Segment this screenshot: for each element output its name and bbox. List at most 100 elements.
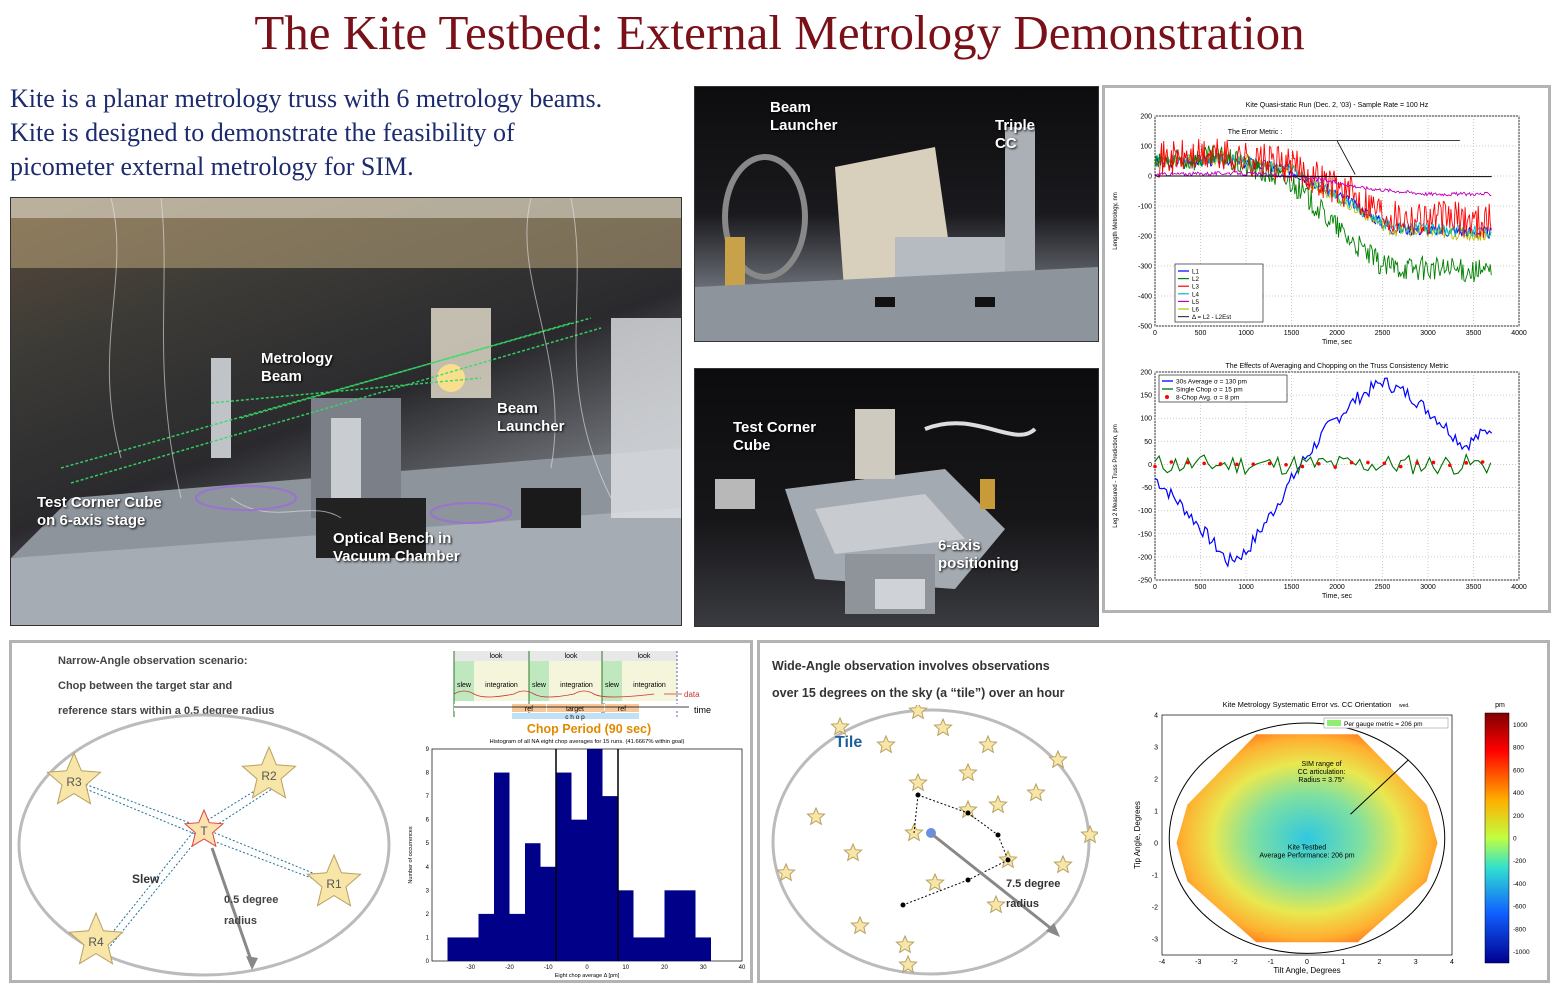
label-6-axis-positioning: 6-axis positioning [938,537,1019,572]
heatmap-region [1176,734,1438,943]
y-tick-label: 2 [1154,777,1158,784]
y-tick-label: -1 [1152,873,1158,880]
colorbar-tick-label: -200 [1513,858,1526,865]
x-axis-label: Time, sec [1322,593,1353,600]
histogram-bar [649,937,665,961]
target-label: target [566,706,584,713]
sky-circle [17,713,391,977]
x-tick-label: 0 [585,965,589,971]
legend-entry: Per gauge metric = 206 pm [1344,721,1423,728]
beam-launcher-photo: Beam Launcher Triple CC [694,86,1099,342]
narrow-angle-sky-diagram: R3 R2 T R1 R4 Slew 0.5 degree radius [17,713,391,977]
y-tick-label: 4 [1154,713,1158,720]
legend-entry: L6 [1192,307,1199,314]
series-8-chop-point [1464,461,1469,465]
colorbar-tick-label: 1000 [1513,722,1528,729]
series-single-chop [1154,452,1492,476]
y-tick-label: 200 [1140,370,1152,377]
target-block [547,704,604,712]
star-icon [1053,854,1073,874]
star-icon [876,734,896,754]
intro-line: picometer external metrology for SIM. [10,152,414,181]
legend-entry: Δ = L2 - L2Est [1192,314,1231,321]
legend-entry: 8-Chop Avg. σ = 8 pm [1176,395,1239,402]
histogram-bar [602,796,618,961]
y-tick-label: -3 [1152,937,1158,944]
series-8-chop-point [1398,464,1403,469]
legend-entry: L2 [1192,276,1199,283]
lab-photo: Metrology Beam Beam Launcher Test Corner… [10,197,682,626]
histogram-bar [509,913,525,961]
series-8-chop-point [1218,462,1223,466]
annotation-arrow [1336,140,1356,175]
histogram-bar [525,843,541,961]
y-tick-label: 7 [426,794,430,800]
histogram-bar [664,890,680,961]
histogram-bar [478,913,494,961]
look-label: look [490,653,503,660]
wide-angle-line: over 15 degrees on the sky (a “tile”) ov… [772,686,1065,700]
x-tick-label: 40 [739,965,746,971]
wide-angle-line: Wide-Angle observation involves observat… [772,659,1050,673]
series-8-chop-point [1251,462,1256,467]
narrow-angle-text: Narrow-Angle observation scenario: Chop … [58,649,274,724]
x-tick-label: 0 [1305,959,1309,966]
x-tick-label: -20 [505,965,514,971]
legend-swatch [1327,720,1341,726]
y-tick-label: -100 [1138,508,1152,515]
annotation-arrow [1350,759,1409,815]
radius-line [932,833,1054,932]
path-line [967,859,1009,881]
ref-block [512,704,546,712]
legend-entry: L5 [1192,299,1199,306]
integration-label: integration [560,682,593,689]
radius-arrowhead [1046,923,1060,937]
star-icon [986,894,1006,914]
colorbar-unit: pm [1495,702,1505,709]
y-tick-label: -200 [1138,554,1152,561]
series-8-chop-point [1300,464,1305,469]
y-tick-label: 150 [1140,393,1152,400]
histogram-bar [633,937,649,961]
star-icon [933,717,953,737]
narrow-angle-line: Narrow-Angle observation scenario: [58,655,248,667]
label-test-corner-cube-2: Test Corner Cube [733,419,817,454]
colorbar-tick-label: 0 [1513,836,1517,843]
chop-timing-diagram: look slew integration look slew integration lo… [453,651,711,736]
sim-range-circle [1168,722,1446,954]
y-tick-label: 6 [426,818,430,824]
corner-cube-photo: Test Corner Cube 6-axis positioning [694,368,1099,627]
x-tick-label: 1 [1341,959,1345,966]
legend-entry: 30s Average σ = 130 pm [1176,379,1247,386]
integration-label: integration [485,682,518,689]
x-tick-label: 10 [622,965,629,971]
consistency-metric-chart: The Effects of Averaging and Chopping on… [1113,363,1527,600]
star-icon [908,705,928,720]
x-tick-label: 1500 [1284,584,1300,591]
y-axis-label: Leg 2 Measured - Truss Prediction, pm [1113,424,1119,527]
intro-line: Kite is a planar metrology truss with 6 … [10,84,603,113]
x-tick-label: 2000 [1329,330,1345,337]
y-tick-label: -200 [1138,234,1152,241]
legend-entry: Single Chop σ = 15 pm [1176,387,1243,394]
colorbar-tick-label: -400 [1513,881,1526,888]
series-8-chop-point [1431,460,1436,465]
slew-path [103,825,199,944]
x-axis-label: Tilt Angle, Degrees [1273,966,1340,975]
y-tick-label: 0 [1148,462,1152,469]
heatmap-title: Kite Metrology Systematic Error vs. CC O… [1223,700,1392,709]
y-tick-label: 200 [1140,114,1152,121]
x-tick-label: 2 [1378,959,1382,966]
star-icon [776,862,796,882]
y-tick-label: 100 [1140,416,1152,423]
x-tick-label: 20 [661,965,668,971]
legend-entry: L3 [1192,284,1199,291]
ref-block [605,704,639,712]
colorbar-tick-label: 800 [1513,745,1524,752]
x-tick-label: 3500 [1466,330,1482,337]
y-tick-label: 8 [426,771,430,777]
heatmap-legend [1323,717,1449,729]
histogram-bar [540,866,556,961]
star-icon [978,734,998,754]
series-8-chop-point [1480,460,1485,464]
